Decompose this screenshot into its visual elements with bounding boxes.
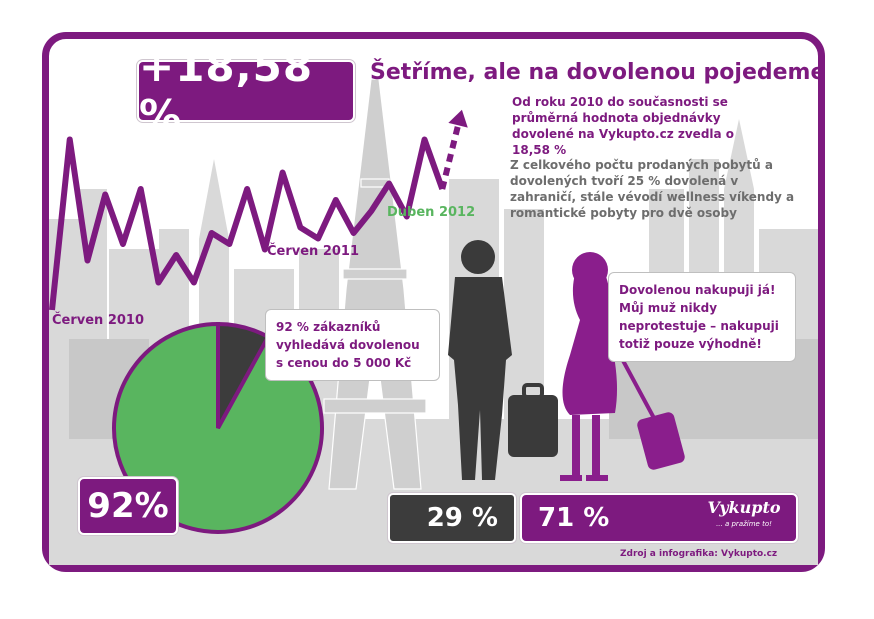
men-share-box: 29 % [388, 493, 516, 543]
woman-silhouette [560, 252, 685, 481]
growth-line-series [49, 136, 446, 311]
vykupto-logo: Vykupto ... a pražíme to! [700, 497, 788, 537]
label-duben-2012: Duben 2012 [387, 205, 476, 220]
source-note: Zdroj a infografika: Vykupto.cz [620, 549, 778, 559]
woman-callout: Dovolenou nakupuji já! Můj muž nikdy nep… [608, 272, 796, 362]
women-share-box: 71 % [520, 493, 798, 543]
trend-arrow-icon [448, 109, 468, 128]
logo-name: Vykupto [707, 498, 781, 517]
growth-value-box: +18,58 % [137, 42, 355, 140]
logo-slogan: ... a pražíme to! [716, 520, 772, 528]
women-share-label: 71 % [538, 503, 610, 533]
holiday-description: Z celkového počtu prodaných pobytů a dov… [510, 158, 795, 220]
label-cerven-2011: Červen 2011 [267, 244, 360, 259]
pie-callout: 92 % zákazníků vyhledává dovolenou s cen… [265, 309, 440, 381]
growth-trend-dashed [439, 116, 463, 190]
pie-percent-box: 92% [78, 477, 178, 535]
label-cerven-2010: Červen 2010 [52, 313, 145, 328]
growth-line-chart [49, 109, 468, 311]
couple-illustration [448, 240, 685, 481]
man-silhouette [448, 240, 558, 480]
growth-description: Od roku 2010 do současnosti se průměrná … [512, 95, 735, 157]
infographic-title: Šetříme, ale na dovolenou pojedeme [370, 60, 826, 85]
